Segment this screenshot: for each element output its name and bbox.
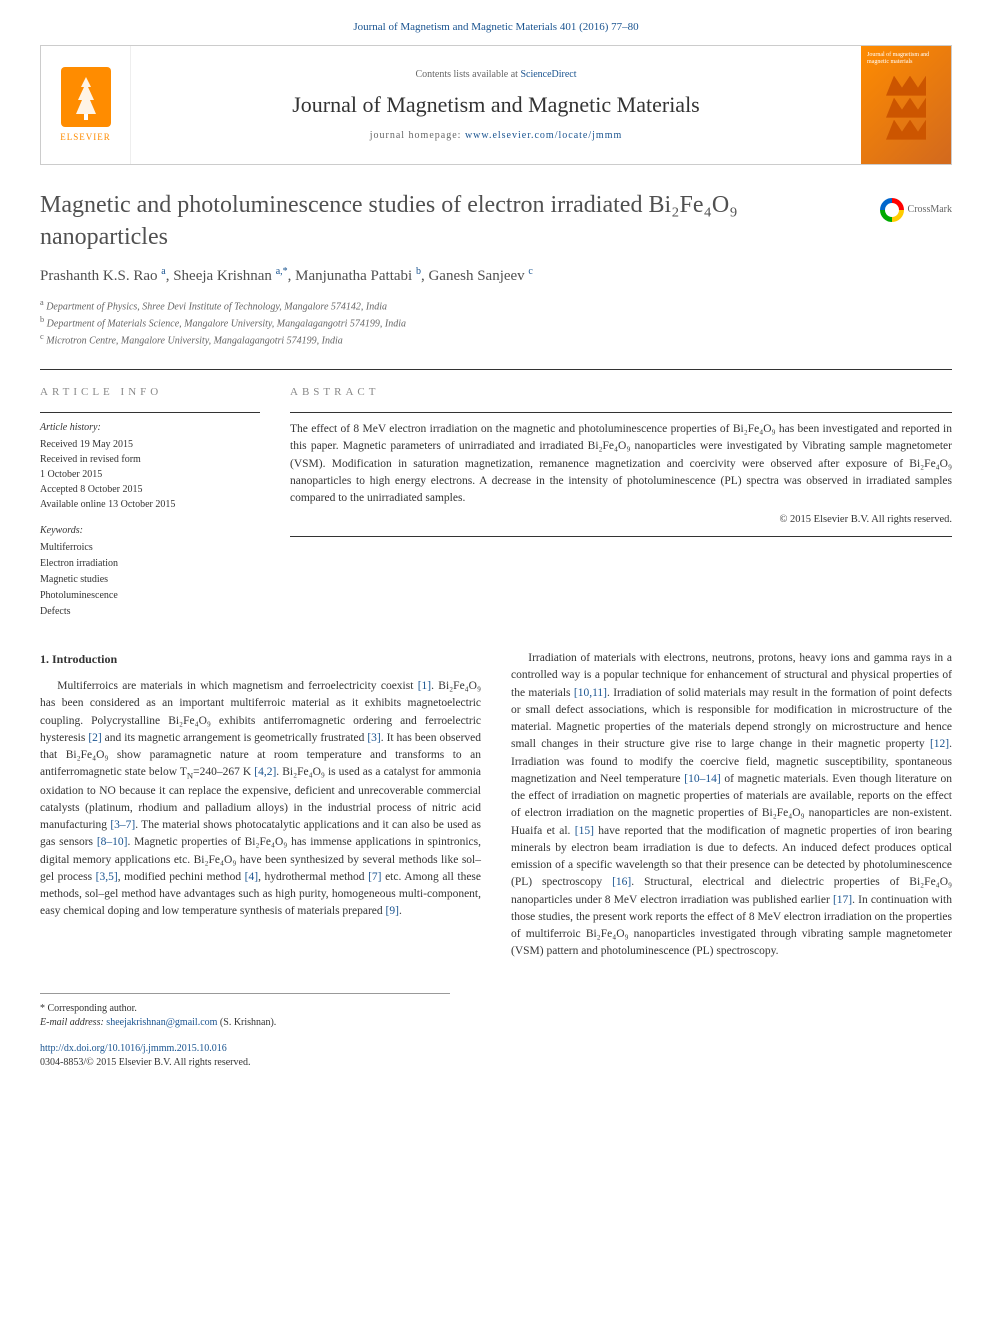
top-journal-reference: Journal of Magnetism and Magnetic Materi…: [40, 20, 952, 35]
intro-paragraph-1: Multiferroics are materials in which mag…: [40, 678, 481, 920]
footnote-area: * Corresponding author. E-mail address: …: [40, 993, 450, 1030]
history-label: Article history:: [40, 421, 260, 435]
keywords-label: Keywords:: [40, 524, 260, 538]
crossmark-badge[interactable]: CrossMark: [880, 198, 952, 222]
sciencedirect-link[interactable]: ScienceDirect: [520, 69, 576, 80]
email-label: E-mail address:: [40, 1017, 106, 1028]
abstract-divider-2: [290, 536, 952, 537]
article-info-heading: ARTICLE INFO: [40, 385, 260, 400]
contents-available-line: Contents lists available at ScienceDirec…: [415, 68, 576, 82]
top-journal-link[interactable]: Journal of Magnetism and Magnetic Materi…: [353, 21, 638, 33]
left-column: 1. Introduction Multiferroics are materi…: [40, 650, 481, 963]
crossmark-label: CrossMark: [908, 203, 952, 217]
publisher-name: ELSEVIER: [60, 131, 111, 144]
bottom-copyright: 0304-8853/© 2015 Elsevier B.V. All right…: [40, 1056, 952, 1070]
info-abstract-row: ARTICLE INFO Article history: Received 1…: [40, 385, 952, 620]
elsevier-tree-icon: [61, 67, 111, 127]
homepage-line: journal homepage: www.elsevier.com/locat…: [370, 129, 623, 143]
body-two-columns: 1. Introduction Multiferroics are materi…: [40, 650, 952, 963]
journal-cover-thumbnail[interactable]: Journal of magnetism and magnetic materi…: [861, 46, 951, 164]
article-title: Magnetic and photoluminescence studies o…: [40, 190, 860, 252]
abstract-column: ABSTRACT The effect of 8 MeV electron ir…: [290, 385, 952, 620]
publisher-logo[interactable]: ELSEVIER: [41, 46, 131, 164]
intro-paragraph-2: Irradiation of materials with electrons,…: [511, 650, 952, 961]
doi-line: http://dx.doi.org/10.1016/j.jmmm.2015.10…: [40, 1042, 952, 1056]
journal-name: Journal of Magnetism and Magnetic Materi…: [292, 90, 700, 121]
homepage-prefix: journal homepage:: [370, 130, 465, 141]
email-line: E-mail address: sheejakrishnan@gmail.com…: [40, 1016, 450, 1030]
corresponding-email-link[interactable]: sheejakrishnan@gmail.com: [106, 1017, 217, 1028]
info-divider-1: [40, 412, 260, 413]
cover-m-graphic: [886, 76, 926, 140]
journal-homepage-link[interactable]: www.elsevier.com/locate/jmmm: [465, 130, 622, 141]
cover-title-text: Journal of magnetism and magnetic materi…: [865, 50, 947, 67]
section-1-heading: 1. Introduction: [40, 650, 481, 668]
divider-top: [40, 369, 952, 370]
abstract-divider-1: [290, 412, 952, 413]
header-center: Contents lists available at ScienceDirec…: [131, 46, 861, 164]
contents-prefix: Contents lists available at: [415, 69, 520, 80]
crossmark-icon: [880, 198, 904, 222]
corresponding-author-note: * Corresponding author.: [40, 1002, 450, 1016]
history-text: Received 19 May 2015Received in revised …: [40, 437, 260, 512]
abstract-copyright: © 2015 Elsevier B.V. All rights reserved…: [290, 513, 952, 528]
affiliations: a Department of Physics, Shree Devi Inst…: [40, 297, 952, 349]
authors-line: Prashanth K.S. Rao a, Sheeja Krishnan a,…: [40, 265, 952, 287]
abstract-heading: ABSTRACT: [290, 385, 952, 400]
email-suffix: (S. Krishnan).: [217, 1017, 276, 1028]
abstract-text: The effect of 8 MeV electron irradiation…: [290, 421, 952, 507]
doi-link[interactable]: http://dx.doi.org/10.1016/j.jmmm.2015.10…: [40, 1043, 227, 1054]
keywords-list: MultiferroicsElectron irradiationMagneti…: [40, 540, 260, 620]
journal-header: ELSEVIER Contents lists available at Sci…: [40, 45, 952, 165]
right-column: Irradiation of materials with electrons,…: [511, 650, 952, 963]
article-info-column: ARTICLE INFO Article history: Received 1…: [40, 385, 260, 620]
title-row: Magnetic and photoluminescence studies o…: [40, 190, 952, 252]
